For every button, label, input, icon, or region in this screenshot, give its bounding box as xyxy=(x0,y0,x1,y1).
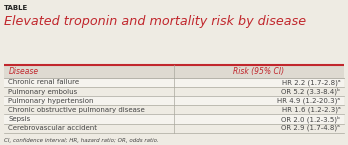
Text: HR 4.9 (1.2-20.3)ᵃ: HR 4.9 (1.2-20.3)ᵃ xyxy=(277,97,340,104)
Bar xyxy=(4,78,344,87)
Text: Pulmonary hypertension: Pulmonary hypertension xyxy=(8,98,94,104)
Bar xyxy=(4,114,344,124)
Text: OR 2.9 (1.7-4.8)ᵃ: OR 2.9 (1.7-4.8)ᵃ xyxy=(282,125,340,131)
Text: HR 1.6 (1.2-2.3)ᵃ: HR 1.6 (1.2-2.3)ᵃ xyxy=(282,107,340,113)
Text: HR 2.2 (1.7-2.8)ᵃ: HR 2.2 (1.7-2.8)ᵃ xyxy=(282,79,340,86)
Bar xyxy=(4,87,344,96)
Text: Elevated troponin and mortality risk by disease: Elevated troponin and mortality risk by … xyxy=(4,15,306,28)
Text: Disease: Disease xyxy=(8,67,39,76)
Bar xyxy=(4,65,344,78)
Bar xyxy=(4,105,344,114)
Text: CI, confidence interval; HR, hazard ratio; OR, odds ratio.: CI, confidence interval; HR, hazard rati… xyxy=(4,138,159,143)
Text: Cerebrovascular accident: Cerebrovascular accident xyxy=(8,125,97,131)
Text: OR 2.0 (1.2-3.5)ᵇ: OR 2.0 (1.2-3.5)ᵇ xyxy=(281,115,340,123)
Text: Chronic renal failure: Chronic renal failure xyxy=(8,79,79,85)
Text: Pulmonary embolus: Pulmonary embolus xyxy=(8,89,78,95)
Bar xyxy=(4,96,344,105)
Text: Risk (95% CI): Risk (95% CI) xyxy=(234,67,284,76)
Text: Sepsis: Sepsis xyxy=(8,116,31,122)
Text: TABLE: TABLE xyxy=(4,5,29,11)
Bar xyxy=(4,124,344,133)
Text: OR 5.2 (3.3-8.4)ᵇ: OR 5.2 (3.3-8.4)ᵇ xyxy=(281,88,340,95)
Text: Chronic obstructive pulmonary disease: Chronic obstructive pulmonary disease xyxy=(8,107,145,113)
